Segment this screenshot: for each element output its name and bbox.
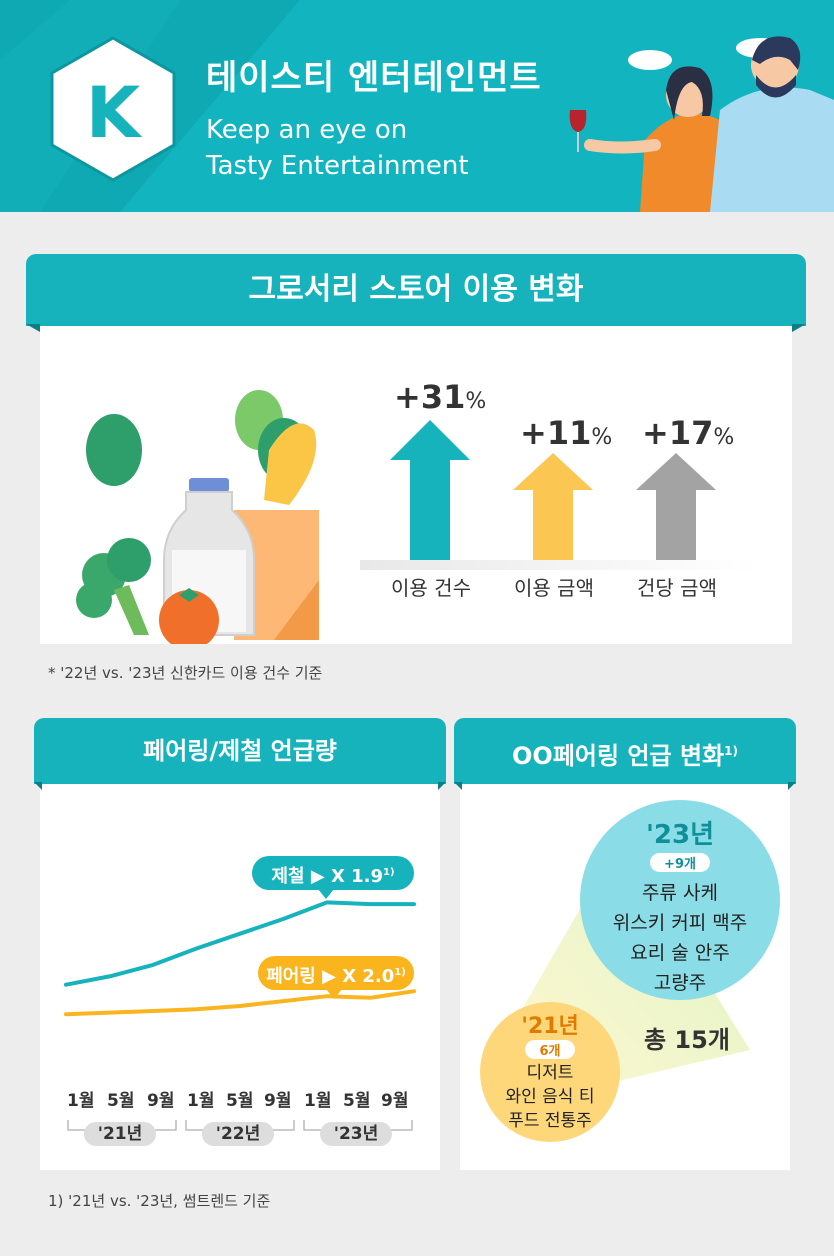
bubble-2023-line: 요리 술 안주 — [630, 942, 730, 964]
tag-season-pointer — [318, 889, 334, 899]
bubble-2021-line: 푸드 전통주 — [508, 1111, 592, 1131]
series-point — [370, 997, 371, 999]
bubble-2023-count: +9개 — [650, 853, 710, 872]
series-point — [413, 990, 415, 992]
series-point — [152, 964, 154, 966]
people-illustration — [569, 36, 834, 212]
grocery-title: 그로서리 스토어 이용 변화 — [26, 254, 806, 326]
series-point — [196, 1008, 197, 1010]
month-label: 5월 — [107, 1091, 135, 1111]
series-point — [326, 995, 328, 997]
series-point — [65, 1013, 67, 1015]
series-point — [109, 1012, 110, 1014]
bubble-2021-line: 와인 음식 티 — [505, 1087, 595, 1107]
stat-arrows — [360, 420, 760, 570]
logo-letter: K — [86, 72, 143, 154]
logo-hex-icon: K — [50, 36, 176, 182]
series-point — [283, 1000, 284, 1002]
bubble-2021-line: 디저트 — [526, 1063, 574, 1083]
series-point — [413, 903, 415, 905]
bubble-2021-year: '21년 — [521, 1014, 579, 1039]
stat-value-2: +17% — [642, 414, 735, 452]
grocery-illustration — [76, 390, 319, 644]
grocery-footnote: * '22년 vs. '23년 신한카드 이용 건수 기준 — [48, 664, 323, 682]
stat-value-0: +31% — [394, 378, 487, 416]
brand-title: 테이스티 엔터테인먼트 — [206, 58, 542, 98]
bubble-2023-items: 주류 사케 위스키 커피 맥주 요리 술 안주 고량주 — [580, 878, 780, 998]
banner-fold-right — [788, 782, 796, 790]
year-label: '22년 — [202, 1122, 274, 1146]
month-label: 1월 — [304, 1091, 332, 1111]
year-label: '21년 — [84, 1122, 156, 1146]
bubble-2021-count: 6개 — [525, 1040, 575, 1059]
arrow-usage-count — [390, 420, 470, 560]
banner-fold-left — [454, 782, 462, 790]
tag-season: 제철 ▶ X 1.91) — [252, 856, 414, 890]
month-label: 1월 — [67, 1091, 95, 1111]
stat-value-1: +11% — [520, 414, 613, 452]
series-point — [152, 1010, 154, 1012]
brand-subtitle: Keep an eye on Tasty Entertainment — [206, 112, 469, 184]
bubble-2021-items: 디저트 와인 음식 티 푸드 전통주 — [480, 1061, 620, 1133]
brand-subtitle-line2: Tasty Entertainment — [206, 151, 469, 181]
banner-fold-right — [438, 782, 446, 790]
year-label: '23년 — [320, 1122, 392, 1146]
stat-label-0: 이용 건수 — [391, 576, 471, 600]
month-label: 1월 — [187, 1091, 215, 1111]
banner-fold-right — [792, 324, 806, 332]
pairing-footnote: 1) '21년 vs. '23년, 썸트렌드 기준 — [48, 1192, 271, 1210]
bubble-2023-line: 주류 사케 — [642, 882, 718, 904]
header-banner: K 테이스티 엔터테인먼트 Keep an eye on Tasty Enter… — [0, 0, 834, 212]
month-label: 9월 — [264, 1091, 292, 1111]
arrow-per-transaction — [636, 453, 716, 560]
series-point — [239, 933, 241, 935]
month-label: 9월 — [381, 1091, 409, 1111]
month-label: 5월 — [226, 1091, 254, 1111]
oo-pairing-title: OO페어링 언급 변화1) — [454, 718, 796, 784]
pairing-title: 페어링/제철 언급량 — [34, 718, 446, 784]
brand-subtitle-line1: Keep an eye on — [206, 115, 408, 145]
series-point — [196, 947, 197, 949]
arrow-usage-amount — [513, 453, 593, 560]
month-label: 9월 — [147, 1091, 175, 1111]
bubble-2023-line: 고량주 — [653, 972, 707, 994]
total-count: 총 15개 — [644, 1026, 730, 1054]
month-label: 5월 — [343, 1091, 371, 1111]
tag-pairing: 페어링 ▶ X 2.01) — [258, 956, 414, 990]
series-line-1 — [64, 989, 416, 1017]
tag-pairing-pointer — [326, 989, 342, 999]
banner-fold-left — [34, 782, 42, 790]
series-point — [283, 918, 284, 920]
bubble-2021: '21년 6개 디저트 와인 음식 티 푸드 전통주 — [480, 1002, 620, 1142]
series-point — [65, 984, 67, 986]
series-point — [326, 901, 328, 903]
banner-fold-left — [26, 324, 40, 332]
series-point — [109, 975, 110, 977]
mentions-line-chart — [64, 900, 416, 1017]
series-point — [370, 903, 371, 905]
bubble-2023-year: '23년 — [645, 820, 715, 850]
stat-label-1: 이용 금액 — [514, 576, 594, 600]
series-point — [239, 1005, 241, 1007]
bubble-2023: '23년 +9개 주류 사케 위스키 커피 맥주 요리 술 안주 고량주 — [580, 800, 780, 1000]
bubble-2023-line: 위스키 커피 맥주 — [612, 912, 748, 934]
stat-label-2: 건당 금액 — [637, 576, 717, 600]
